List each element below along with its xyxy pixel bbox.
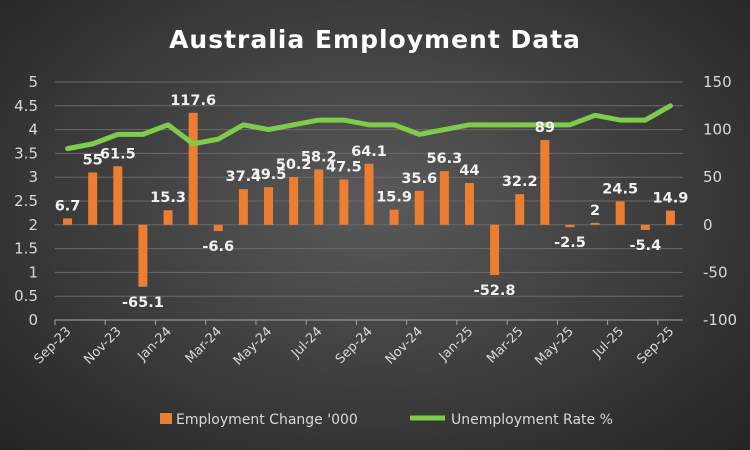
bar bbox=[264, 187, 274, 225]
x-tick-label: Nov-24 bbox=[383, 324, 426, 367]
bar bbox=[640, 224, 650, 230]
left-tick-label: 2 bbox=[28, 216, 38, 234]
data-label: 56.3 bbox=[426, 151, 462, 167]
data-label: 35.6 bbox=[401, 171, 437, 187]
legend-swatch-bar bbox=[160, 413, 172, 424]
left-tick-label: 1.5 bbox=[14, 240, 38, 258]
data-label: -5.4 bbox=[629, 238, 661, 254]
left-tick-label: 2.5 bbox=[14, 192, 38, 210]
data-label: 15.9 bbox=[376, 190, 412, 206]
data-label: 15.3 bbox=[150, 190, 186, 206]
x-tick-label: Sep-25 bbox=[634, 324, 677, 367]
right-tick-label: 150 bbox=[703, 73, 732, 91]
bar bbox=[88, 172, 98, 225]
data-label: 24.5 bbox=[602, 181, 638, 197]
data-label: -65.1 bbox=[122, 295, 164, 311]
left-tick-label: 4.5 bbox=[14, 97, 38, 115]
x-tick-label: May-25 bbox=[532, 324, 576, 368]
bar bbox=[138, 224, 148, 287]
data-label: 44 bbox=[459, 163, 479, 179]
data-label: 61.5 bbox=[100, 146, 136, 162]
bar bbox=[389, 209, 399, 225]
x-tick-label: Sep-24 bbox=[333, 324, 376, 367]
bar bbox=[113, 166, 123, 225]
bar bbox=[238, 189, 248, 225]
bars bbox=[63, 112, 675, 287]
bar bbox=[565, 224, 575, 228]
x-tick-label: May-24 bbox=[231, 324, 275, 368]
x-axis: Sep-23 Nov-23 Jan-24 Mar-24 May-24 Jul-24 Sep-… bbox=[31, 319, 683, 369]
bar bbox=[615, 201, 625, 225]
data-labels: 6.75561.5-65.115.3117.6-6.637.439.550.25… bbox=[55, 93, 689, 311]
data-label: 37.4 bbox=[226, 169, 262, 185]
x-tick-label: Nov-23 bbox=[81, 324, 124, 367]
legend-label-bar: Employment Change '000 bbox=[176, 412, 358, 428]
data-label: 117.6 bbox=[170, 93, 216, 109]
data-label: 6.7 bbox=[55, 198, 81, 214]
right-tick-label: 100 bbox=[703, 121, 732, 139]
x-tick-label: Jan-25 bbox=[436, 324, 477, 365]
x-tick-label: Mar-25 bbox=[484, 324, 526, 366]
left-tick-label: 4 bbox=[28, 121, 38, 139]
right-tick-label: 50 bbox=[703, 168, 722, 186]
data-label: 2 bbox=[590, 203, 600, 219]
bar bbox=[414, 190, 424, 225]
bar bbox=[665, 210, 675, 225]
bar bbox=[464, 182, 474, 225]
x-tick-label: Mar-24 bbox=[183, 324, 225, 366]
data-label: -52.8 bbox=[474, 283, 516, 299]
x-tick-label: Jul-25 bbox=[590, 324, 627, 361]
bar bbox=[590, 222, 600, 225]
data-label: 32.2 bbox=[502, 174, 538, 190]
left-axis: 0 0.5 1 1.5 2 2.5 3 3.5 4 4.5 5 bbox=[14, 73, 38, 329]
right-tick-label: 0 bbox=[703, 216, 713, 234]
x-tick-label: Sep-23 bbox=[31, 324, 74, 367]
left-tick-label: 5 bbox=[28, 73, 38, 91]
x-tick-label: Jul-24 bbox=[288, 324, 325, 361]
legend-label-line: Unemployment Rate % bbox=[451, 412, 613, 428]
unemployment-line bbox=[65, 103, 673, 152]
right-axis: -100 -50 0 50 100 150 bbox=[703, 73, 737, 329]
left-tick-label: 3 bbox=[28, 168, 38, 186]
bar bbox=[314, 169, 324, 225]
bar bbox=[364, 163, 374, 225]
bar bbox=[289, 177, 299, 225]
left-tick-label: 3.5 bbox=[14, 144, 38, 162]
data-label: 58.2 bbox=[301, 149, 337, 165]
chart-title: Australia Employment Data bbox=[169, 25, 581, 54]
bar bbox=[339, 179, 349, 225]
bar bbox=[63, 218, 73, 225]
legend: Employment Change '000 Unemployment Rate… bbox=[160, 412, 613, 428]
right-tick-label: -100 bbox=[703, 311, 737, 329]
data-label: 89 bbox=[535, 120, 555, 136]
left-tick-label: 0.5 bbox=[14, 287, 38, 305]
bar bbox=[213, 224, 223, 232]
bar bbox=[515, 194, 525, 225]
left-tick-label: 1 bbox=[28, 263, 38, 281]
data-label: -2.5 bbox=[554, 235, 586, 251]
data-label: 55 bbox=[83, 152, 103, 168]
bar bbox=[188, 112, 198, 225]
bar bbox=[439, 171, 449, 225]
bar bbox=[163, 210, 173, 225]
data-label: 47.5 bbox=[326, 160, 362, 176]
data-label: -6.6 bbox=[202, 239, 234, 255]
data-label: 39.5 bbox=[251, 167, 287, 183]
data-label: 50.2 bbox=[276, 157, 312, 173]
bar bbox=[540, 140, 550, 225]
x-tick-label: Jan-24 bbox=[134, 324, 175, 365]
bar bbox=[490, 224, 500, 276]
left-tick-label: 0 bbox=[28, 311, 38, 329]
right-tick-label: -50 bbox=[703, 263, 728, 281]
line-series bbox=[65, 103, 673, 152]
data-label: 64.1 bbox=[351, 144, 387, 160]
data-label: 14.9 bbox=[653, 191, 689, 207]
